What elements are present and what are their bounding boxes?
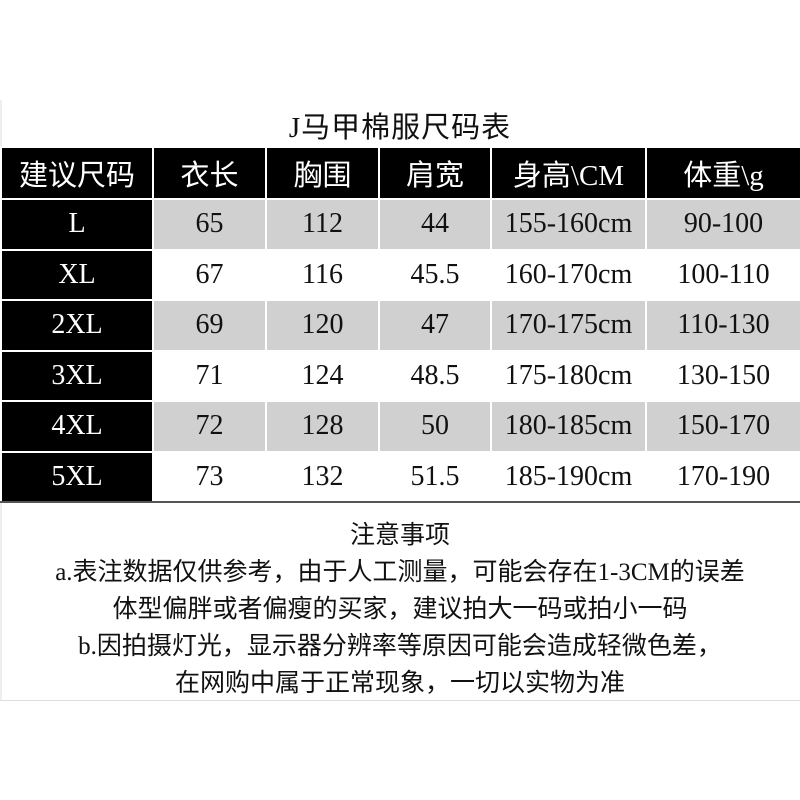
column-header: 体重\g — [645, 146, 800, 200]
table-cell: 175-180cm — [490, 349, 647, 402]
header-row: 建议尺码 衣长 胸围 肩宽 身高\CM 体重\g — [0, 146, 800, 200]
table-cell: 73 — [152, 450, 267, 503]
table-cell: 44 — [378, 198, 492, 251]
table-cell: 160-170cm — [490, 248, 647, 301]
table-cell: 116 — [265, 248, 380, 301]
table-row: 2XL 69 120 47 170-175cm 110-130 — [0, 299, 800, 352]
column-header: 身高\CM — [490, 146, 647, 200]
column-header: 肩宽 — [378, 146, 492, 200]
note-line: 在网购中属于正常现象，一切以实物为准 — [174, 670, 625, 697]
table-cell: 124 — [265, 349, 380, 402]
table-cell: 120 — [265, 299, 380, 352]
table-cell: 50 — [378, 400, 492, 453]
table-cell: 65 — [152, 198, 267, 251]
size-cell: 5XL — [0, 450, 154, 503]
note-line: a.表注数据仅供参考，由于人工测量，可能会存在1-3CM的误差 — [55, 559, 745, 586]
table-cell: 128 — [265, 400, 380, 453]
table-cell: 110-130 — [645, 299, 800, 352]
table-cell: 132 — [265, 450, 380, 503]
table-cell: 112 — [265, 198, 380, 251]
column-header: 衣长 — [152, 146, 267, 200]
table-cell: 67 — [152, 248, 267, 301]
table-cell: 170-190 — [645, 450, 800, 503]
notes-heading: 注意事项 — [349, 522, 450, 549]
table-row: 5XL 73 132 51.5 185-190cm 170-190 — [0, 450, 800, 503]
table-cell: 45.5 — [378, 248, 492, 301]
size-cell: 4XL — [0, 400, 154, 453]
table-row: 3XL 71 124 48.5 175-180cm 130-150 — [0, 349, 800, 402]
table-cell: 71 — [152, 349, 267, 402]
table-cell: 150-170 — [645, 400, 800, 453]
divider — [0, 700, 800, 701]
column-header: 建议尺码 — [0, 146, 154, 200]
size-cell: 3XL — [0, 349, 154, 402]
table-cell: 170-175cm — [490, 299, 647, 352]
table-cell: 51.5 — [378, 450, 492, 503]
notes-section: 注意事项 a.表注数据仅供参考，由于人工测量，可能会存在1-3CM的误差 体型偏… — [0, 517, 800, 702]
size-cell: 2XL — [0, 299, 154, 352]
size-cell: L — [0, 198, 154, 251]
note-line: 体型偏胖或者偏瘦的买家，建议拍大一码或拍小一码 — [112, 596, 688, 623]
table-row: L 65 112 44 155-160cm 90-100 — [0, 198, 800, 251]
table-cell: 130-150 — [645, 349, 800, 402]
table-cell: 100-110 — [645, 248, 800, 301]
column-header: 胸围 — [265, 146, 380, 200]
size-cell: XL — [0, 248, 154, 301]
page-title: J马甲棉服尺码表 — [288, 112, 512, 144]
table-cell: 155-160cm — [490, 198, 647, 251]
table-row: 4XL 72 128 50 180-185cm 150-170 — [0, 400, 800, 453]
table-cell: 47 — [378, 299, 492, 352]
table-row: XL 67 116 45.5 160-170cm 100-110 — [0, 248, 800, 301]
table-cell: 180-185cm — [490, 400, 647, 453]
table-cell: 90-100 — [645, 198, 800, 251]
size-chart-table: 建议尺码 衣长 胸围 肩宽 身高\CM 体重\g L 65 112 44 155-160cm 90-… — [0, 146, 800, 503]
table-cell: 185-190cm — [490, 450, 647, 503]
table-cell: 69 — [152, 299, 267, 352]
table-cell: 72 — [152, 400, 267, 453]
note-line: b.因拍摄灯光，显示器分辨率等原因可能会造成轻微色差， — [78, 633, 722, 660]
table-cell: 48.5 — [378, 349, 492, 402]
